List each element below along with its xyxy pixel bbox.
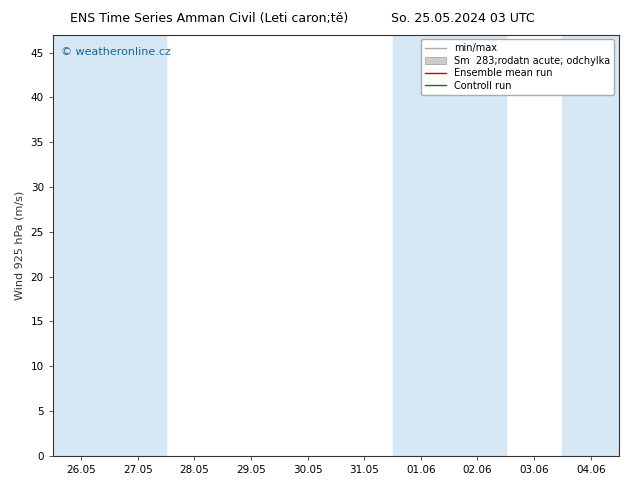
Bar <box>449 35 506 456</box>
Text: ENS Time Series Amman Civil (Leti caron;tě): ENS Time Series Amman Civil (Leti caron;… <box>70 12 348 25</box>
Text: So. 25.05.2024 03 UTC: So. 25.05.2024 03 UTC <box>391 12 534 25</box>
Bar <box>53 35 110 456</box>
Text: © weatheronline.cz: © weatheronline.cz <box>61 47 171 57</box>
Legend: min/max, Sm  283;rodatn acute; odchylka, Ensemble mean run, Controll run: min/max, Sm 283;rodatn acute; odchylka, … <box>421 40 614 95</box>
Bar <box>562 35 619 456</box>
Y-axis label: Wind 925 hPa (m/s): Wind 925 hPa (m/s) <box>15 191 25 300</box>
Bar <box>110 35 166 456</box>
Bar <box>392 35 449 456</box>
